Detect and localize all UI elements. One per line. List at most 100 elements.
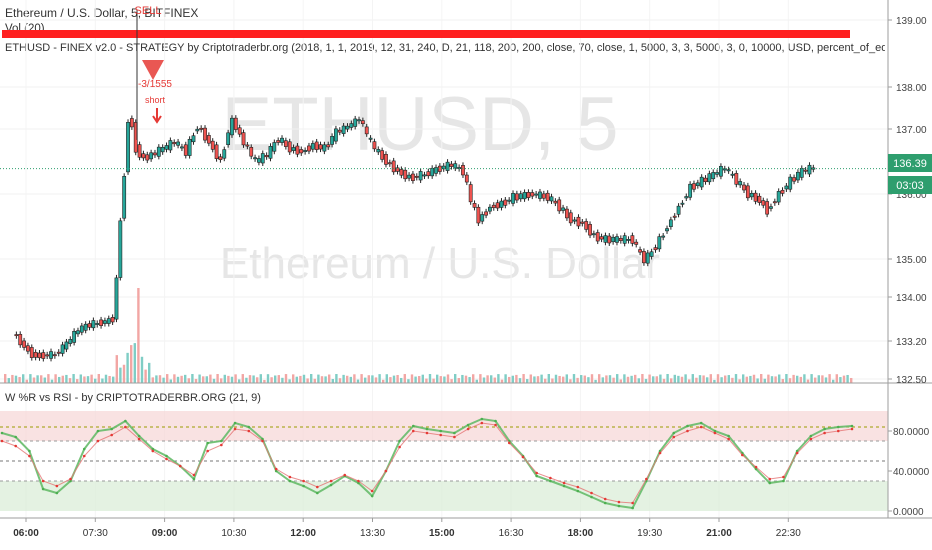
indicator-point — [823, 427, 826, 431]
time-tick-label: 07:30 — [83, 528, 108, 539]
candle — [518, 193, 523, 200]
volume-bar — [58, 376, 61, 383]
time-axis[interactable]: 06:00 07:30 09:00 10:30 12:00 13:30 15:00 16:30… — [13, 518, 801, 539]
volume-bar — [684, 374, 687, 383]
price-axis[interactable]: 139.00 138.00 137.00 136.00 135.00 134.00 133.… — [888, 16, 927, 386]
indicator-point — [535, 474, 538, 478]
volume-bar — [342, 374, 345, 383]
candle — [245, 144, 250, 147]
candle — [326, 144, 331, 148]
volume-bar — [83, 376, 86, 383]
indicator-tick-label: 0.0000 — [893, 507, 924, 518]
volume-bar — [234, 374, 237, 383]
volume-bar — [194, 378, 198, 383]
volume-bar — [508, 376, 511, 383]
candle — [295, 145, 300, 155]
volume-bar — [392, 375, 396, 383]
candle — [649, 251, 654, 257]
volume-bar — [7, 378, 10, 383]
volume-bar — [338, 378, 342, 383]
volume-bar — [335, 374, 338, 383]
volume-bar — [842, 375, 846, 383]
indicator-point — [727, 437, 730, 441]
volume-bar — [702, 375, 705, 383]
indicator-point — [82, 447, 86, 451]
volume-bar — [184, 374, 187, 383]
volume-bar — [587, 377, 590, 383]
candle — [711, 172, 716, 180]
volume-bar — [389, 377, 392, 383]
volume-bar — [65, 374, 68, 383]
volume-bar — [713, 379, 716, 383]
indicator-point — [809, 437, 813, 441]
volume-bar — [180, 375, 183, 383]
candle — [430, 167, 435, 177]
candle — [488, 206, 492, 212]
volume-bar — [515, 374, 518, 383]
candle — [449, 163, 454, 167]
candle — [118, 220, 123, 278]
volume-bar — [252, 375, 255, 383]
volume-bar — [364, 377, 367, 383]
candle — [472, 203, 477, 208]
candle — [368, 137, 373, 140]
volume-bar — [504, 374, 507, 383]
volume-bar — [418, 376, 421, 383]
volume-bar — [734, 374, 738, 383]
volume-bar — [223, 374, 226, 383]
volume-bar — [763, 378, 766, 383]
volume-bar — [104, 374, 108, 383]
volume-bar — [425, 378, 428, 383]
volume-bar — [288, 379, 291, 383]
volume-bar — [173, 374, 176, 383]
candle — [391, 160, 396, 173]
indicator-point — [425, 427, 429, 431]
candle — [149, 152, 154, 160]
indicator-point — [316, 491, 319, 495]
indicator-axis[interactable]: 80.0000 40.0000 0.0000 — [888, 427, 930, 518]
volume-bar — [796, 375, 799, 383]
indicator-point — [357, 479, 360, 483]
volume-bar — [522, 374, 525, 383]
indicator-point — [55, 484, 59, 488]
indicator-point — [494, 423, 497, 427]
candle — [734, 173, 739, 185]
candle — [307, 145, 311, 152]
indicator-point — [165, 457, 168, 461]
candle — [318, 144, 323, 150]
volume-bar — [310, 374, 313, 383]
volume-bar — [155, 375, 158, 383]
candle — [45, 354, 50, 357]
volume-bar — [792, 374, 795, 383]
volume-bar — [608, 375, 612, 383]
volume-bar — [475, 379, 478, 383]
volume-bar — [18, 376, 21, 383]
volume-bar — [738, 379, 741, 383]
indicator-point — [645, 477, 648, 481]
candle — [453, 163, 458, 169]
volume-bar — [284, 374, 288, 383]
volume-bar — [572, 374, 576, 383]
indicator-point — [261, 439, 264, 443]
candle — [180, 146, 184, 149]
candle — [399, 169, 404, 176]
volume-bar — [490, 375, 493, 383]
time-tick-label: 12:00 — [290, 528, 316, 539]
volume-bar — [292, 374, 295, 383]
indicator-point — [466, 423, 470, 427]
volume-bar — [353, 374, 356, 383]
indicator-point — [782, 475, 785, 479]
indicator-point — [850, 424, 854, 428]
candle — [141, 153, 146, 159]
volume-bar — [421, 374, 424, 383]
candle — [353, 118, 358, 127]
indicator-tick-label: 80.0000 — [893, 427, 930, 438]
indicator-point — [754, 465, 758, 469]
volume-bar — [731, 377, 734, 383]
volume-bar — [716, 374, 720, 383]
indicator-point — [151, 449, 155, 453]
volume-bar — [169, 379, 172, 383]
candle — [18, 334, 23, 346]
candle — [129, 118, 134, 128]
